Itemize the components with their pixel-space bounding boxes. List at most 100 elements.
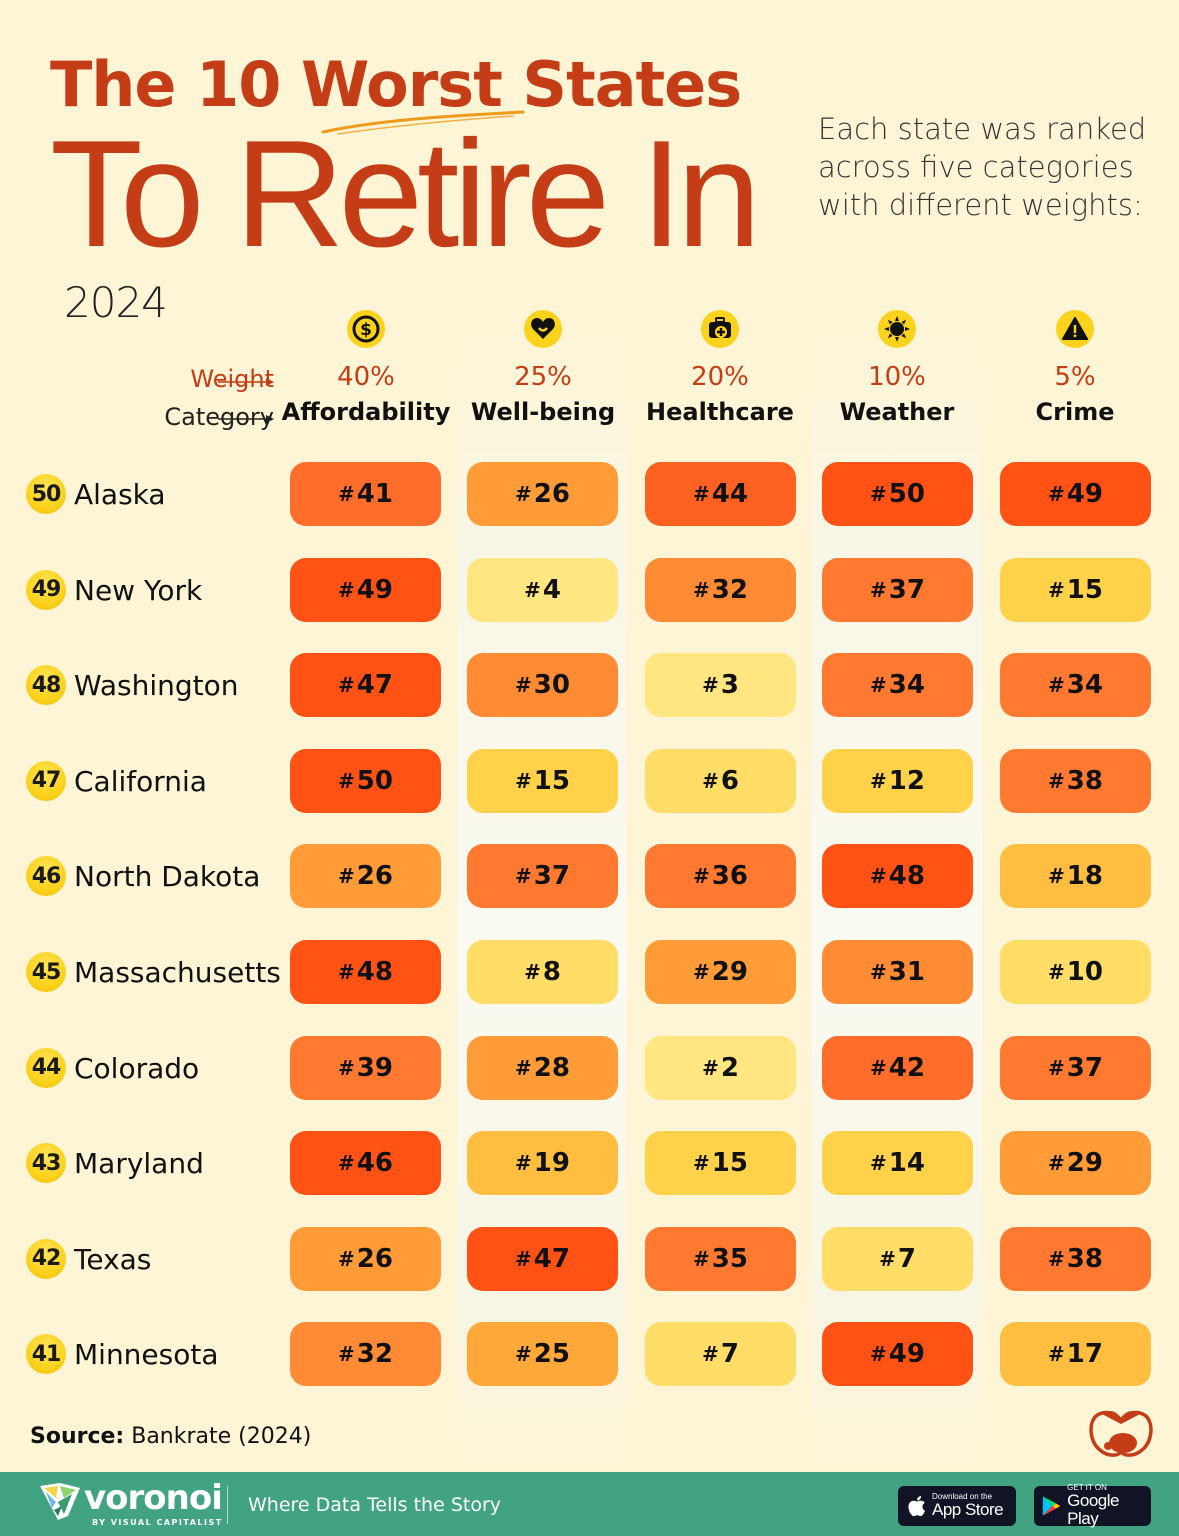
google-play-button[interactable]: GET IT ON Google Play bbox=[1034, 1484, 1151, 1528]
hash-prefix: # bbox=[870, 482, 887, 506]
score-value: 26 bbox=[356, 861, 393, 892]
hash-prefix: # bbox=[870, 1342, 887, 1367]
score-value: 38 bbox=[1066, 765, 1103, 796]
hash-prefix: # bbox=[693, 482, 710, 506]
hash-prefix: # bbox=[870, 1151, 887, 1176]
score-cell-weather: #42 bbox=[822, 1035, 973, 1100]
title-prefix: The 10 bbox=[50, 48, 301, 121]
app-store-big-text: App Store bbox=[932, 1500, 1004, 1520]
hash-prefix: # bbox=[524, 577, 541, 602]
score-cell-affordability: #26 bbox=[290, 1226, 441, 1291]
hash-prefix: # bbox=[515, 1055, 532, 1080]
score-value: 29 bbox=[1066, 1148, 1103, 1179]
state-name: Texas bbox=[74, 1242, 152, 1276]
score-cell-affordability: #46 bbox=[290, 1131, 441, 1196]
score-cell-crime: #15 bbox=[1000, 557, 1151, 622]
score-cell-healthcare: #2 bbox=[645, 1035, 796, 1100]
score-value: 29 bbox=[711, 957, 748, 987]
hash-prefix: # bbox=[1048, 673, 1065, 698]
table-row: 48 Washington #47 #30 #3 #34 #34 bbox=[0, 653, 1179, 718]
voronoi-by-line: BY VISUAL CAPITALIST bbox=[92, 1518, 223, 1527]
mascot-logo-icon bbox=[1089, 1410, 1153, 1457]
weight-value: 25% bbox=[514, 362, 572, 392]
score-cell-crime: #38 bbox=[1000, 748, 1151, 813]
score-value: 8 bbox=[542, 957, 561, 987]
score-value: 34 bbox=[888, 670, 925, 701]
score-cell-healthcare: #6 bbox=[645, 748, 796, 813]
score-value: 48 bbox=[888, 861, 925, 892]
overall-rank-badge: 42 bbox=[26, 1238, 66, 1279]
medical-kit-icon bbox=[701, 310, 739, 348]
overall-rank-badge: 46 bbox=[26, 856, 66, 897]
score-cell-crime: #10 bbox=[1000, 940, 1151, 1004]
category-name: Weather bbox=[839, 398, 955, 426]
voronoi-brand[interactable]: voronoi bbox=[84, 1478, 223, 1518]
score-value: 15 bbox=[533, 765, 570, 796]
title-line-2: To Retire In bbox=[50, 109, 761, 279]
state-name: New York bbox=[74, 573, 203, 607]
app-store-small-text: Download on the bbox=[932, 1492, 993, 1502]
table-row: 44 Colorado #39 #28 #2 #42 #37 bbox=[0, 1035, 1179, 1100]
score-cell-well-being: #15 bbox=[467, 748, 618, 813]
table-row: 45 Massachusetts #48 #8 #29 #31 #10 bbox=[0, 940, 1179, 1004]
score-value: 15 bbox=[711, 1148, 748, 1179]
score-cell-well-being: #28 bbox=[467, 1035, 618, 1100]
weight-value: 20% bbox=[691, 362, 749, 392]
state-name: Alaska bbox=[74, 478, 166, 511]
score-value: 26 bbox=[533, 479, 570, 509]
apple-icon bbox=[908, 1496, 925, 1517]
overall-rank-badge: 50 bbox=[26, 474, 66, 514]
category-row-label: Category bbox=[164, 403, 274, 431]
category-name: Well-being bbox=[470, 398, 616, 426]
score-cell-weather: #31 bbox=[822, 940, 973, 1004]
subtitle: Each state was ranked across five catego… bbox=[818, 112, 1147, 222]
score-cell-well-being: #37 bbox=[467, 844, 618, 909]
score-value: 4 bbox=[542, 574, 561, 605]
score-cell-healthcare: #7 bbox=[645, 1322, 796, 1387]
score-cell-weather: #48 bbox=[822, 844, 973, 909]
score-cell-affordability: #47 bbox=[290, 653, 441, 718]
weight-value: 10% bbox=[868, 362, 926, 392]
app-store-button[interactable]: Download on the App Store bbox=[898, 1486, 1016, 1526]
score-value: 37 bbox=[1066, 1052, 1103, 1083]
score-value: 47 bbox=[533, 1243, 570, 1274]
hash-prefix: # bbox=[693, 864, 710, 889]
google-play-big-text: Google Play bbox=[1067, 1491, 1119, 1528]
hash-prefix: # bbox=[338, 577, 355, 602]
state-name: Colorado bbox=[74, 1051, 200, 1085]
score-value: 37 bbox=[888, 574, 925, 605]
hash-prefix: # bbox=[338, 768, 355, 793]
score-value: 28 bbox=[533, 1052, 570, 1083]
score-value: 7 bbox=[720, 1339, 739, 1370]
column-header-healthcare: 20% Healthcare bbox=[635, 310, 805, 426]
score-cell-crime: #17 bbox=[1000, 1322, 1151, 1387]
dollar-coin-icon: $ bbox=[347, 310, 385, 348]
hash-prefix: # bbox=[338, 1151, 355, 1176]
hash-prefix: # bbox=[338, 1055, 355, 1080]
weight-row-label: Weight bbox=[190, 365, 274, 393]
score-value: 34 bbox=[1066, 670, 1103, 701]
score-value: 44 bbox=[711, 479, 748, 509]
google-play-icon bbox=[1042, 1496, 1061, 1516]
hash-prefix: # bbox=[338, 1342, 355, 1367]
hash-prefix: # bbox=[515, 1151, 532, 1176]
hash-prefix: # bbox=[1048, 1342, 1065, 1367]
score-value: 49 bbox=[1066, 479, 1103, 509]
hash-prefix: # bbox=[702, 768, 719, 793]
svg-text:$: $ bbox=[360, 320, 372, 340]
score-value: 12 bbox=[888, 765, 925, 796]
hash-prefix: # bbox=[870, 864, 887, 889]
score-value: 35 bbox=[711, 1243, 748, 1274]
column-header-well-being: 25% Well-being bbox=[458, 310, 628, 426]
hash-prefix: # bbox=[524, 960, 541, 984]
hash-prefix: # bbox=[870, 577, 887, 602]
score-value: 38 bbox=[1066, 1243, 1103, 1274]
state-name: Maryland bbox=[74, 1147, 204, 1181]
score-value: 39 bbox=[356, 1052, 393, 1083]
score-value: 32 bbox=[356, 1339, 393, 1370]
state-name: Minnesota bbox=[74, 1338, 219, 1372]
overall-rank-badge: 43 bbox=[26, 1143, 66, 1184]
hash-prefix: # bbox=[870, 960, 887, 984]
score-value: 6 bbox=[720, 765, 739, 796]
overall-rank-badge: 45 bbox=[26, 952, 66, 992]
